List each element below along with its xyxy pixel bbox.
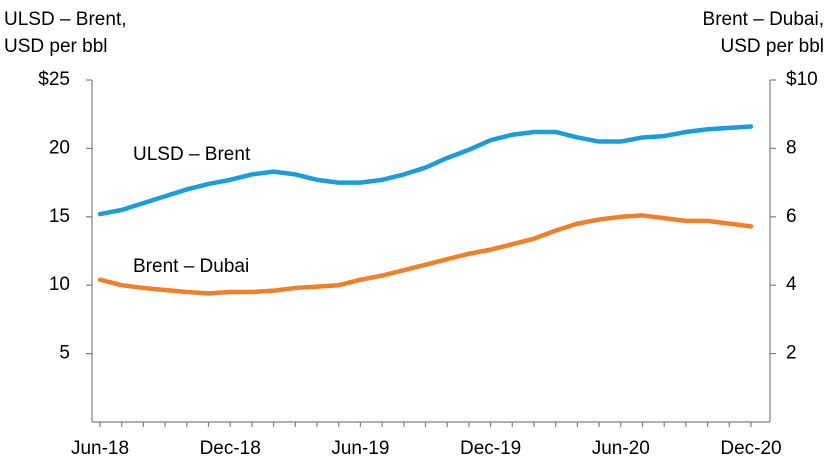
y-tick-label: 5 bbox=[59, 343, 70, 364]
y-tick-label: $25 bbox=[38, 69, 70, 90]
series-label: ULSD – Brent bbox=[133, 144, 251, 165]
y2-tick-label: 6 bbox=[786, 206, 797, 227]
x-tick-label: Dec-20 bbox=[720, 438, 781, 459]
x-tick-label: Dec-19 bbox=[460, 438, 521, 459]
y-axis-title: USD per bbl bbox=[4, 36, 108, 57]
series-line bbox=[97, 213, 754, 296]
series-label: Brent – Dubai bbox=[133, 256, 249, 277]
y2-axis-title: USD per bbl bbox=[721, 36, 825, 57]
y-tick-label: 10 bbox=[49, 274, 70, 295]
series-line bbox=[97, 124, 754, 217]
y2-tick-label: 8 bbox=[786, 137, 797, 158]
x-tick-label: Jun-19 bbox=[331, 438, 389, 459]
y-axis-title: ULSD – Brent, bbox=[4, 9, 127, 30]
y2-tick-label: 2 bbox=[786, 343, 797, 364]
x-tick-label: Jun-20 bbox=[592, 438, 650, 459]
x-tick-label: Dec-18 bbox=[200, 438, 261, 459]
x-tick-label: Jun-18 bbox=[71, 438, 129, 459]
y2-tick-label: 4 bbox=[786, 274, 797, 295]
y2-axis-title: Brent – Dubai, bbox=[703, 9, 824, 30]
y2-tick-label: $10 bbox=[786, 69, 818, 90]
y-tick-label: 20 bbox=[49, 137, 70, 158]
y-tick-label: 15 bbox=[49, 206, 70, 227]
